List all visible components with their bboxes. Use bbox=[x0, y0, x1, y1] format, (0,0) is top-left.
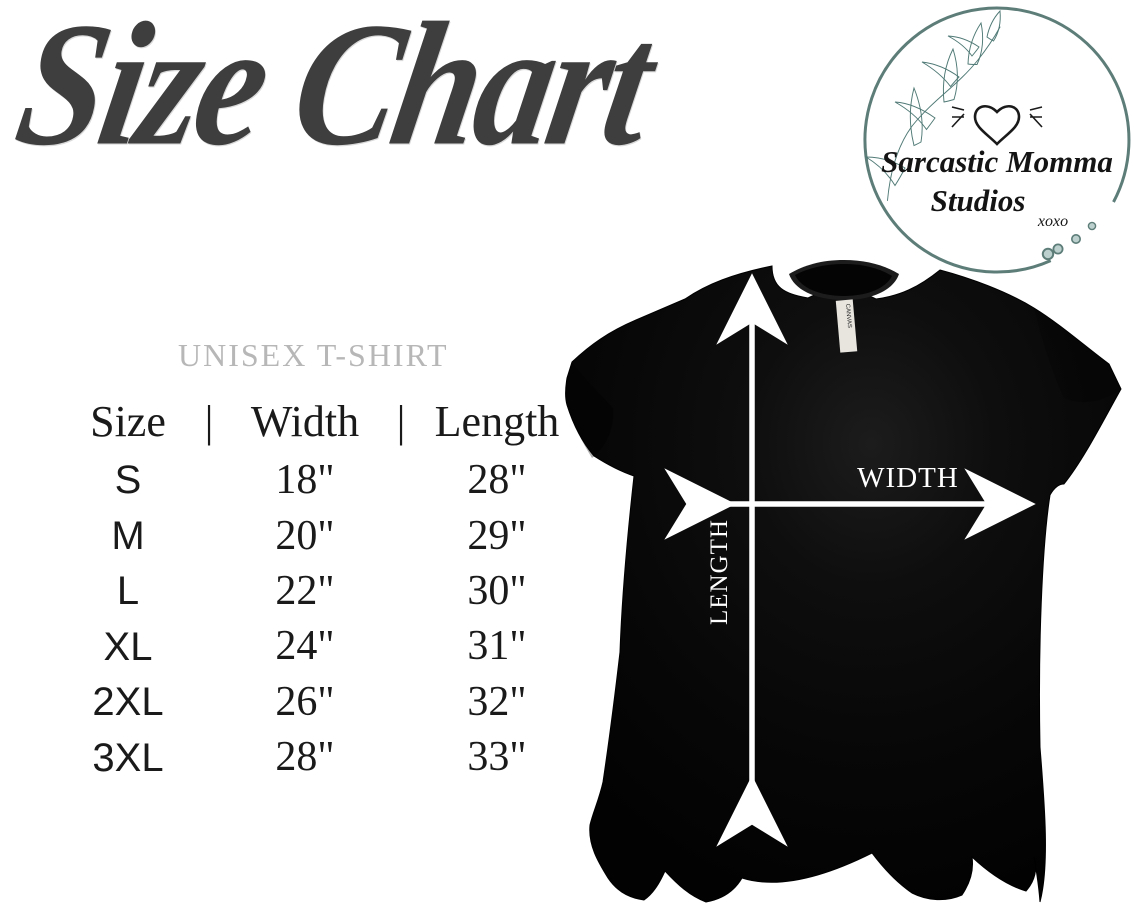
svg-text:WIDTH: WIDTH bbox=[857, 462, 959, 494]
svg-text:LENGTH: LENGTH bbox=[706, 519, 733, 625]
